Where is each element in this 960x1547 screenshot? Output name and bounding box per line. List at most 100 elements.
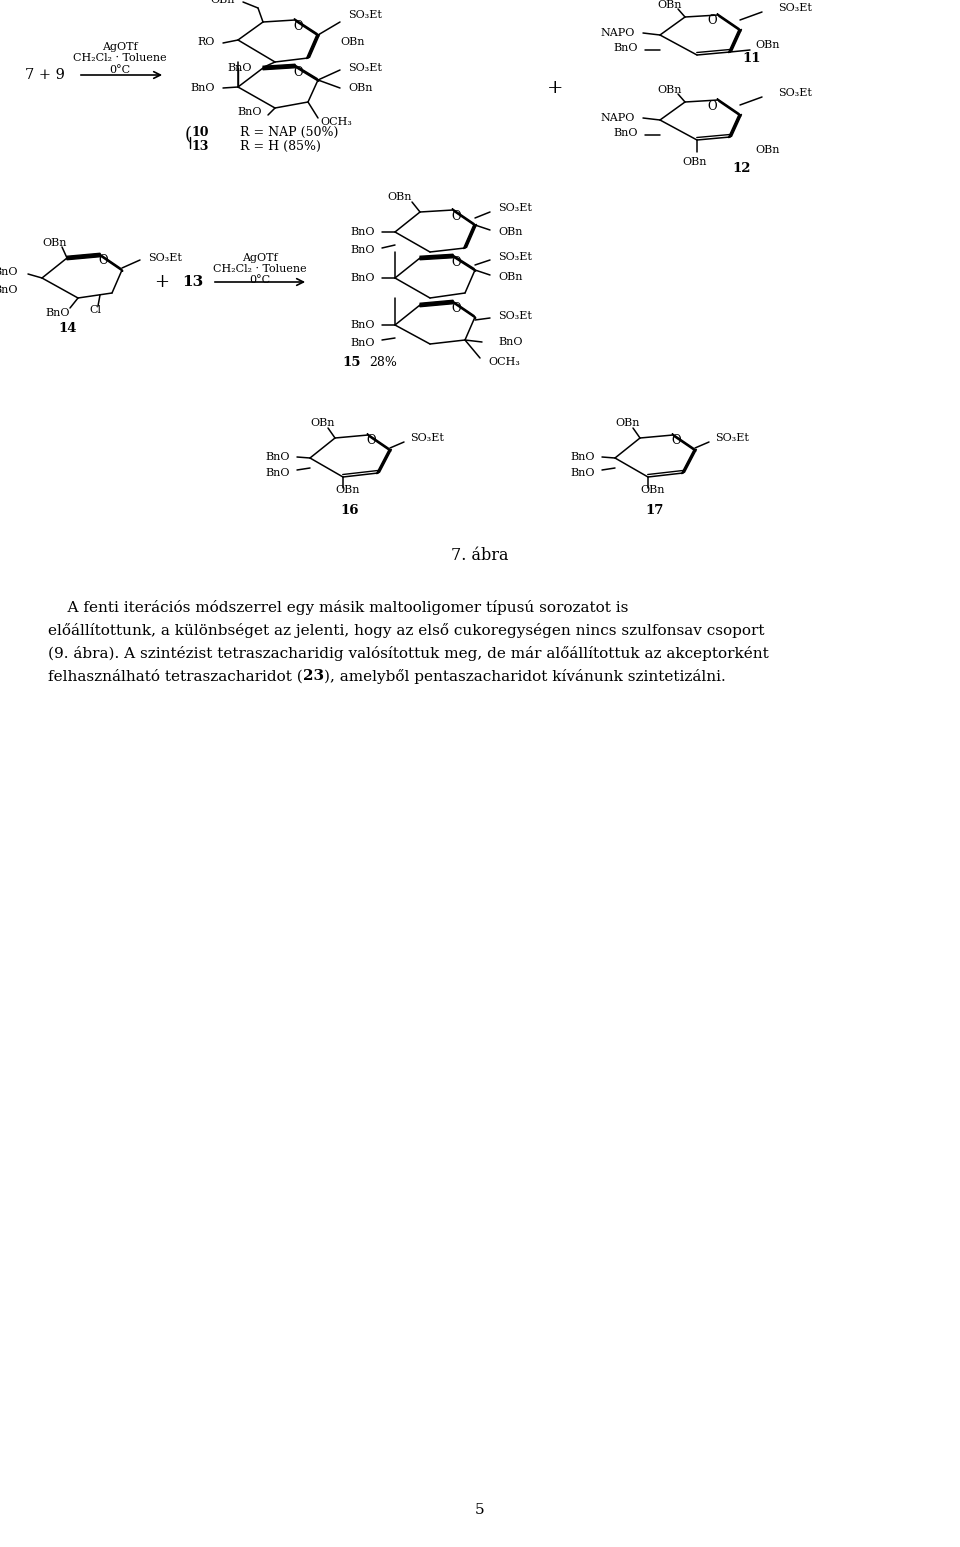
Polygon shape — [306, 34, 320, 59]
Text: OBn: OBn — [755, 40, 780, 50]
Text: OBn: OBn — [658, 85, 682, 94]
Text: BnO: BnO — [350, 337, 375, 348]
Text: OBn: OBn — [43, 238, 67, 248]
Text: OBn: OBn — [311, 418, 335, 429]
Polygon shape — [729, 29, 741, 53]
Text: BnO: BnO — [350, 272, 375, 283]
Text: 23: 23 — [302, 668, 324, 682]
Text: O: O — [708, 99, 717, 113]
Text: 7. ábra: 7. ábra — [451, 546, 509, 563]
Text: O: O — [366, 435, 375, 447]
Text: 0°C: 0°C — [250, 275, 271, 285]
Text: O: O — [293, 20, 302, 32]
Text: felhasználható tetraszacharidot (: felhasználható tetraszacharidot ( — [48, 668, 302, 684]
Text: BnO: BnO — [613, 43, 638, 53]
Text: 5: 5 — [475, 1504, 485, 1518]
Text: 10: 10 — [191, 125, 208, 139]
Text: SO₃Et: SO₃Et — [715, 433, 749, 442]
Text: BnO: BnO — [0, 268, 18, 277]
Text: 16: 16 — [341, 503, 359, 517]
Text: (9. ábra). A szintézist tetraszacharidig valósítottuk meg, de már alőállítottuk : (9. ábra). A szintézist tetraszacharidig… — [48, 647, 769, 661]
Text: OCH₃: OCH₃ — [488, 357, 520, 367]
Polygon shape — [717, 99, 741, 116]
Text: SO₃Et: SO₃Et — [348, 63, 382, 73]
Text: O: O — [451, 255, 461, 269]
Text: SO₃Et: SO₃Et — [148, 254, 181, 263]
Text: BnO: BnO — [0, 285, 18, 295]
Text: 13: 13 — [182, 275, 204, 289]
Text: 7 + 9: 7 + 9 — [25, 68, 65, 82]
Text: BnO: BnO — [570, 469, 595, 478]
Polygon shape — [294, 65, 319, 82]
Text: OBn: OBn — [683, 156, 708, 167]
Text: 14: 14 — [59, 322, 77, 334]
Polygon shape — [294, 19, 319, 37]
Text: O: O — [98, 255, 108, 268]
Text: OBn: OBn — [658, 0, 682, 9]
Text: BnO: BnO — [228, 63, 252, 73]
Text: NAPO: NAPO — [601, 113, 635, 124]
Polygon shape — [367, 433, 391, 452]
Polygon shape — [452, 255, 476, 271]
Text: BnO: BnO — [190, 84, 215, 93]
Text: SO₃Et: SO₃Et — [778, 3, 812, 12]
Polygon shape — [717, 14, 741, 31]
Polygon shape — [672, 433, 696, 452]
Text: BnO: BnO — [266, 452, 290, 463]
Text: ), amelyből pentaszacharidot kívánunk szintetizálni.: ), amelyből pentaszacharidot kívánunk sz… — [324, 668, 726, 684]
Text: AgOTf: AgOTf — [242, 254, 277, 263]
Text: +: + — [155, 272, 170, 291]
Text: SO₃Et: SO₃Et — [498, 311, 532, 320]
Text: OBn: OBn — [336, 486, 360, 495]
Text: OCH₃: OCH₃ — [320, 118, 352, 127]
Text: 28%: 28% — [369, 356, 396, 368]
Text: O: O — [293, 65, 302, 79]
Polygon shape — [420, 254, 453, 260]
Polygon shape — [99, 254, 123, 271]
Polygon shape — [452, 209, 476, 226]
Text: SO₃Et: SO₃Et — [410, 433, 444, 442]
Text: 17: 17 — [646, 503, 664, 517]
Polygon shape — [376, 449, 392, 473]
Text: O: O — [708, 14, 717, 28]
Text: BnO: BnO — [238, 107, 262, 118]
Polygon shape — [729, 114, 741, 138]
Text: BnO: BnO — [266, 469, 290, 478]
Polygon shape — [682, 449, 697, 473]
Text: OBn: OBn — [755, 145, 780, 155]
Text: A fenti iterációs módszerrel egy másik maltooligomer típusú sorozatot is: A fenti iterációs módszerrel egy másik m… — [48, 600, 629, 616]
Text: 0°C: 0°C — [109, 65, 131, 74]
Text: SO₃Et: SO₃Et — [348, 9, 382, 20]
Text: +: + — [547, 79, 564, 97]
Text: O: O — [451, 209, 461, 223]
Polygon shape — [452, 300, 476, 319]
Text: 11: 11 — [742, 51, 760, 65]
Text: AgOTf: AgOTf — [102, 42, 138, 53]
Text: OBn: OBn — [388, 192, 412, 203]
Text: OBn: OBn — [210, 0, 235, 5]
Text: OBn: OBn — [340, 37, 365, 46]
Text: SO₃Et: SO₃Et — [498, 252, 532, 261]
Text: Cl: Cl — [89, 305, 101, 316]
Text: OBn: OBn — [498, 272, 522, 282]
Text: 15: 15 — [343, 356, 361, 368]
Text: O: O — [451, 302, 461, 314]
Text: BnO: BnO — [570, 452, 595, 463]
Polygon shape — [67, 254, 100, 260]
Text: BnO: BnO — [350, 244, 375, 255]
Text: OBn: OBn — [640, 486, 665, 495]
Text: RO: RO — [198, 37, 215, 46]
Text: SO₃Et: SO₃Et — [778, 88, 812, 97]
Polygon shape — [420, 300, 453, 306]
Text: O: O — [671, 435, 681, 447]
Polygon shape — [464, 224, 476, 249]
Text: R = NAP (50%): R = NAP (50%) — [240, 125, 338, 139]
Text: (: ( — [184, 125, 191, 144]
Polygon shape — [263, 65, 295, 70]
Text: BnO: BnO — [350, 227, 375, 237]
Text: CH₂Cl₂ · Toluene: CH₂Cl₂ · Toluene — [213, 265, 307, 274]
Text: OBn: OBn — [348, 84, 372, 93]
Text: OBn: OBn — [615, 418, 640, 429]
Text: SO₃Et: SO₃Et — [498, 203, 532, 213]
Text: 13: 13 — [191, 139, 208, 153]
